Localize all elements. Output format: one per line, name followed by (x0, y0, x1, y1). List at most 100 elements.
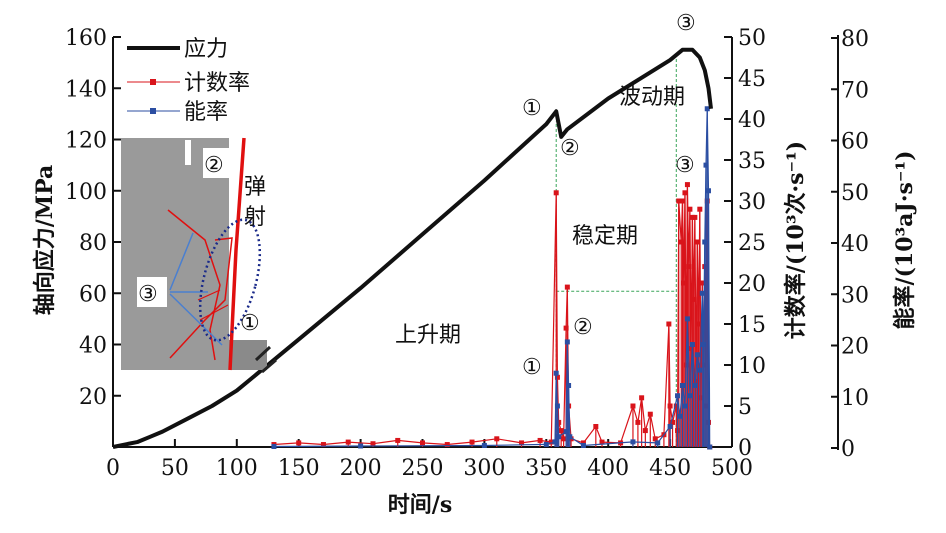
energy-rate-point (675, 393, 681, 399)
y-right1-tick-label: 30 (738, 190, 766, 215)
count-rate-point (698, 395, 704, 401)
count-rate-point (693, 378, 699, 384)
y-right1-tick-label: 45 (738, 67, 766, 92)
y-right2-tick-label: 10 (841, 386, 869, 411)
energy-rate-point (707, 444, 713, 450)
energy-rate-point (580, 442, 586, 448)
energy-rate-point (630, 439, 636, 445)
energy-rate-point (552, 439, 558, 445)
marker-1-stress: ① (522, 96, 542, 121)
x-tick-label: 50 (161, 456, 189, 481)
count-rate-point (686, 264, 692, 270)
energy-rate-point (481, 442, 487, 448)
count-rate-point (635, 419, 641, 425)
count-rate-point (647, 411, 653, 417)
count-rate-point (694, 239, 700, 245)
x-tick-label: 250 (402, 456, 444, 481)
energy-rate-point (684, 316, 690, 322)
y-right1-tick-label: 20 (738, 272, 766, 297)
y-left-tick-label: 40 (79, 334, 107, 359)
y-left-tick-label: 100 (65, 180, 107, 205)
energy-rate-point (682, 403, 688, 409)
marker-2-stress: ② (560, 136, 580, 161)
x-tick-label: 100 (216, 456, 258, 481)
energy-rate-point (697, 367, 703, 373)
x-tick-label: 150 (278, 456, 320, 481)
count-rate-point (679, 198, 685, 204)
count-rate-point (681, 280, 687, 286)
energy-rate-point (667, 424, 673, 429)
energy-rate-point (563, 429, 569, 435)
count-rate-point (652, 436, 658, 442)
count-rate-point (554, 374, 560, 380)
count-rate-point (563, 325, 569, 331)
inset-label-eject-2: 射 (244, 205, 266, 230)
inset-label-eject-1: 弹 (244, 175, 266, 200)
legend-count-rate: 计数率 (184, 71, 250, 96)
x-tick-label: 0 (106, 456, 120, 481)
energy-rate-point (566, 383, 572, 388)
count-rate-point (296, 440, 302, 446)
count-rate-point (667, 403, 673, 409)
count-rate-point (580, 440, 586, 446)
legend: 应力 计数率 能率 (127, 37, 250, 125)
count-rate-point (553, 190, 559, 196)
y-right1-axis-label: 计数率/(10³次·s⁻¹) (783, 141, 809, 339)
y-right2-tick-label: 20 (841, 335, 869, 360)
count-rate-point (684, 182, 690, 188)
y-left-tick-label: 120 (65, 129, 107, 154)
x-tick-label: 350 (525, 456, 567, 481)
count-rate-point (593, 424, 599, 429)
energy-rate-point (564, 339, 570, 345)
y-left-tick-label: 20 (79, 385, 107, 410)
count-rate-point (370, 441, 376, 447)
count-rate-point (696, 321, 702, 327)
energy-rate-point (543, 441, 549, 447)
energy-rate-point (679, 383, 685, 388)
inset-label-1: ① (240, 311, 260, 336)
y-right1-tick-label: 10 (738, 354, 766, 379)
series-group (112, 47, 713, 450)
legend-stress: 应力 (184, 37, 228, 62)
x-tick-label: 400 (587, 456, 629, 481)
count-rate-point (494, 436, 500, 442)
count-rate-point (561, 436, 567, 442)
count-rate-point (699, 280, 705, 286)
count-rate-point (691, 296, 697, 302)
count-rate-point (444, 442, 450, 448)
count-rate-point (420, 440, 425, 446)
energy-rate-point (692, 383, 698, 388)
y-right1-tick-label: 35 (738, 149, 766, 174)
energy-rate-point (701, 342, 707, 347)
y-right1-tick-label: 50 (738, 26, 766, 51)
count-rate-point (630, 403, 636, 409)
energy-rate-point (702, 239, 708, 245)
x-tick-label: 450 (649, 456, 691, 481)
energy-rate-line (273, 108, 711, 448)
count-rate-point (642, 428, 648, 434)
count-rate-point (519, 440, 525, 446)
x-axis-label: 时间/s (388, 492, 452, 518)
count-rate-point (682, 190, 688, 196)
energy-rate-point (554, 403, 560, 409)
y-right1-tick-label: 40 (738, 108, 766, 133)
y-right2-tick-label: 70 (841, 78, 869, 103)
energy-rate-point (271, 443, 277, 449)
count-rate-point (670, 419, 676, 425)
stage-stable-label: 稳定期 (572, 224, 638, 249)
energy-rate-point (703, 162, 709, 168)
y-left-axis-label: 轴向应力/MPa (32, 165, 58, 316)
count-rate-point (687, 206, 693, 212)
stage-rise-label: 上升期 (395, 323, 461, 348)
count-rate-point (469, 439, 475, 445)
y-right2-tick-label: 0 (841, 437, 855, 462)
y-right1-tick-label: 5 (738, 395, 752, 420)
guide-lines (555, 57, 677, 447)
axes: 0 50 100 150 200 250 300 350 400 450 5002040608010… (65, 26, 869, 481)
count-rate-point (673, 403, 679, 409)
energy-rate-point (694, 352, 700, 358)
count-rate-point (599, 439, 605, 445)
count-rate-point (564, 284, 570, 290)
y-left-tick-label: 140 (65, 77, 107, 102)
y-right1-tick-label: 0 (738, 436, 752, 461)
